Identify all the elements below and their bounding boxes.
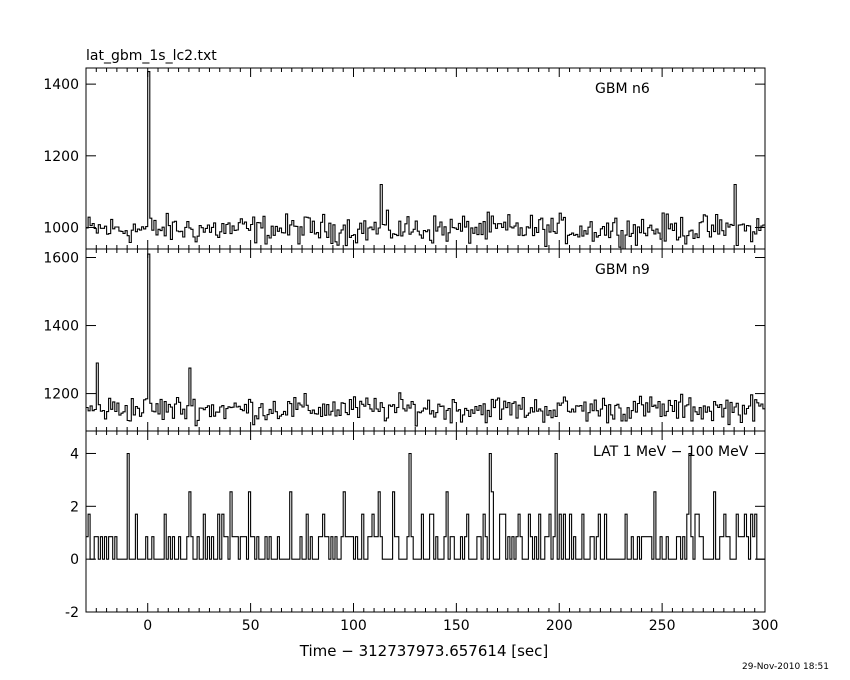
panel-label: GBM n6 <box>595 81 650 97</box>
x-tick-label: 100 <box>340 618 367 634</box>
y-tick-label: 1000 <box>43 220 79 236</box>
x-tick-label: 150 <box>443 618 470 634</box>
panel-2: 1200 1400 1600 GBM n9 <box>43 248 766 432</box>
series-line <box>86 253 765 427</box>
x-tick-label: 300 <box>752 618 779 634</box>
panel-label: LAT 1 MeV − 100 MeV <box>593 444 749 460</box>
series-line <box>86 71 765 249</box>
timestamp: 29-Nov-2010 18:51 <box>742 662 829 672</box>
y-tick-label: 1400 <box>43 319 79 335</box>
x-axis-label: Time − 312737973.657614 [sec] <box>299 642 549 660</box>
x-tick-label: 200 <box>546 618 573 634</box>
y-tick-label: 1400 <box>43 77 79 93</box>
panel-3: -2 0 2 4 0 50 100 150 200 250 300 LAT 1 MeV − 100 M… <box>65 430 779 634</box>
figure-title: lat_gbm_1s_lc2.txt <box>86 48 217 64</box>
y-tick-label: 1600 <box>43 251 79 267</box>
y-tick-label: 4 <box>70 446 79 462</box>
y-tick-label: 2 <box>70 499 79 515</box>
x-tick-label: 50 <box>242 618 260 634</box>
y-tick-label: 1200 <box>43 387 79 403</box>
x-tick-label: 250 <box>649 618 676 634</box>
y-tick-label: -2 <box>65 605 79 621</box>
series-line <box>86 452 765 560</box>
y-tick-label: 1200 <box>43 149 79 165</box>
x-tick-label: 0 <box>143 618 152 634</box>
y-tick-label: 0 <box>70 552 79 568</box>
panel-label: GBM n9 <box>595 262 650 278</box>
panel-1: 1000 1200 1400 GBM n6 <box>43 67 766 250</box>
